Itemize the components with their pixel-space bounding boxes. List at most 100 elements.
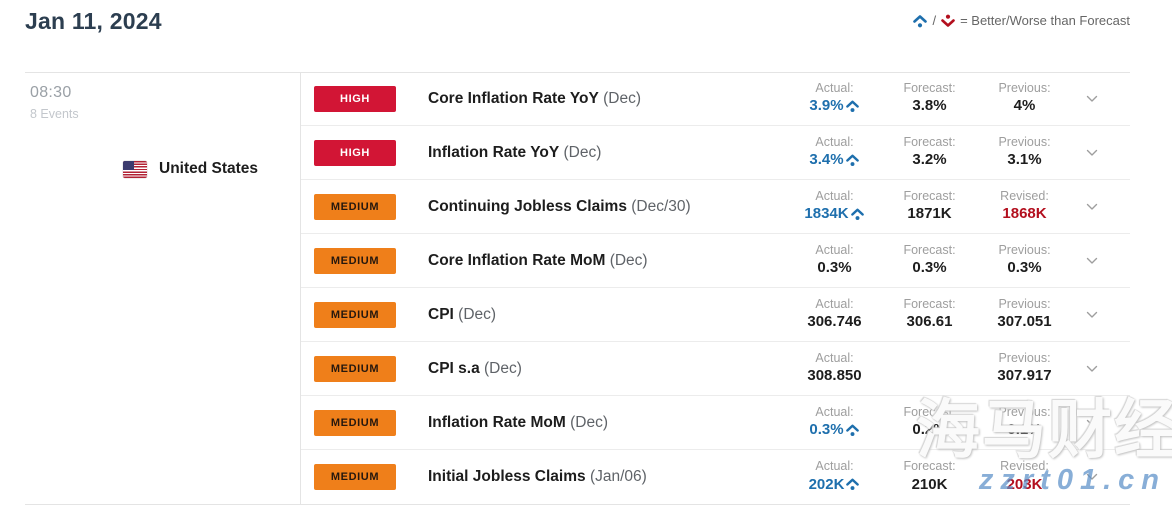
event-row[interactable]: MEDIUM Continuing Jobless Claims (Dec/30… (301, 180, 1130, 234)
previous-label: Previous: (998, 350, 1051, 365)
chevron-down-icon (1086, 473, 1098, 480)
importance-badge: MEDIUM (314, 409, 396, 436)
forecast-label: Forecast: (903, 404, 956, 419)
event-name: Core Inflation Rate YoY (Dec) (396, 90, 787, 108)
forecast-label: Forecast: (903, 242, 956, 257)
row-expander[interactable] (1072, 473, 1112, 481)
row-expander[interactable] (1072, 203, 1112, 211)
event-name: Inflation Rate YoY (Dec) (396, 144, 787, 162)
better-than-forecast-icon (845, 424, 859, 436)
actual-label: Actual: (815, 80, 854, 95)
actual-column: Actual: 0.3% (787, 242, 882, 279)
previous-column: Previous: 3.1% (977, 134, 1072, 171)
chevron-down-icon (1086, 203, 1098, 210)
previous-label: Previous: (998, 134, 1051, 149)
calendar-body: 08:30 8 Events United States HIGH Core I… (0, 72, 1172, 504)
previous-value: 4% (1013, 97, 1036, 115)
event-row[interactable]: HIGH Core Inflation Rate YoY (Dec) Actua… (301, 72, 1130, 126)
forecast-column: Forecast: 3.2% (882, 134, 977, 171)
actual-label: Actual: (815, 242, 854, 257)
actual-value: 1834K (804, 204, 864, 224)
group-time: 08:30 (30, 84, 72, 101)
forecast-label: Forecast: (903, 80, 956, 95)
previous-value: 3.1% (1007, 151, 1042, 169)
importance-badge: MEDIUM (314, 355, 396, 382)
forecast-value: 0.2% (912, 421, 947, 439)
event-title: Core Inflation Rate MoM (428, 251, 606, 269)
event-row[interactable]: MEDIUM CPI (Dec) Actual: 306.746 Forecas… (301, 288, 1130, 342)
actual-value: 0.3% (817, 259, 852, 277)
previous-value: 203K (1006, 475, 1043, 493)
row-expander[interactable] (1072, 419, 1112, 427)
event-period: (Dec/30) (631, 197, 691, 215)
calendar-top-divider (25, 72, 1130, 73)
events-list: HIGH Core Inflation Rate YoY (Dec) Actua… (300, 72, 1130, 504)
event-period: (Dec) (603, 89, 642, 107)
forecast-column: Forecast: 210K (882, 458, 977, 495)
event-period: (Dec) (570, 413, 608, 431)
worse-chevron-down-dot-icon (941, 14, 955, 27)
previous-column: Previous: 307.051 (977, 296, 1072, 333)
actual-label: Actual: (815, 134, 854, 149)
event-name: Initial Jobless Claims (Jan/06) (396, 468, 787, 486)
event-row[interactable]: MEDIUM Core Inflation Rate MoM (Dec) Act… (301, 234, 1130, 288)
forecast-label: Forecast: (903, 296, 956, 311)
chevron-down-icon (1086, 311, 1098, 318)
event-row[interactable]: MEDIUM CPI s.a (Dec) Actual: 308.850 Pre… (301, 342, 1130, 396)
group-events-count: 8 Events (30, 107, 79, 121)
forecast-column: Forecast: 306.61 (882, 296, 977, 333)
previous-value: 307.051 (997, 313, 1052, 331)
legend-text: = Better/Worse than Forecast (960, 13, 1130, 28)
country-header[interactable]: United States (123, 160, 258, 178)
importance-badge: HIGH (314, 139, 396, 166)
event-period: (Dec) (563, 143, 602, 161)
forecast-value: 3.8% (912, 97, 947, 115)
page-header: Jan 11, 2024 / = Better/Worse than Forec… (0, 0, 1172, 72)
event-row[interactable]: MEDIUM Inflation Rate MoM (Dec) Actual: … (301, 396, 1130, 450)
previous-label: Previous: (998, 80, 1051, 95)
row-expander[interactable] (1072, 257, 1112, 265)
importance-badge: MEDIUM (314, 464, 396, 490)
better-than-forecast-icon (850, 208, 864, 220)
forecast-column: Forecast: 0.2% (882, 404, 977, 441)
chevron-down-icon (1086, 257, 1098, 264)
forecast-value: 0.3% (912, 259, 947, 277)
row-expander[interactable] (1072, 311, 1112, 319)
previous-value: 307.917 (997, 367, 1052, 385)
previous-column: Revised: 1868K (977, 188, 1072, 225)
actual-column: Actual: 1834K (787, 188, 882, 225)
event-row[interactable]: HIGH Inflation Rate YoY (Dec) Actual: 3.… (301, 126, 1130, 180)
actual-value: 3.4% (809, 150, 859, 170)
previous-label: Revised: (1000, 459, 1049, 474)
importance-badge: MEDIUM (314, 193, 396, 220)
event-name: Inflation Rate MoM (Dec) (396, 414, 787, 432)
event-title: Inflation Rate MoM (428, 413, 566, 431)
event-title: Core Inflation Rate YoY (428, 89, 599, 107)
row-expander[interactable] (1072, 365, 1112, 373)
chevron-down-icon (1086, 365, 1098, 372)
event-title: Continuing Jobless Claims (428, 197, 627, 215)
previous-column: Previous: 0.1% (977, 404, 1072, 441)
event-period: (Dec) (458, 305, 497, 323)
event-row[interactable]: MEDIUM Initial Jobless Claims (Jan/06) A… (301, 450, 1130, 504)
event-period: (Dec) (484, 359, 522, 377)
event-period: (Jan/06) (589, 468, 647, 485)
chevron-down-icon (1086, 149, 1098, 156)
row-expander[interactable] (1072, 149, 1112, 157)
better-than-forecast-icon (846, 479, 860, 491)
forecast-value: 3.2% (912, 151, 947, 169)
event-title: Inflation Rate YoY (428, 143, 560, 161)
event-period: (Dec) (609, 251, 648, 269)
event-name: Continuing Jobless Claims (Dec/30) (396, 198, 787, 216)
actual-column: Actual: 308.850 (787, 350, 882, 387)
importance-badge: MEDIUM (314, 247, 396, 274)
chevron-down-icon (1086, 419, 1098, 426)
importance-badge: MEDIUM (314, 301, 396, 328)
forecast-label: Forecast: (903, 134, 956, 149)
previous-column: Revised: 203K (977, 458, 1072, 495)
better-chevron-up-dot-icon (913, 14, 928, 27)
actual-value: 3.9% (809, 96, 859, 116)
row-expander[interactable] (1072, 95, 1112, 103)
country-name: United States (159, 160, 259, 177)
actual-label: Actual: (815, 459, 854, 474)
